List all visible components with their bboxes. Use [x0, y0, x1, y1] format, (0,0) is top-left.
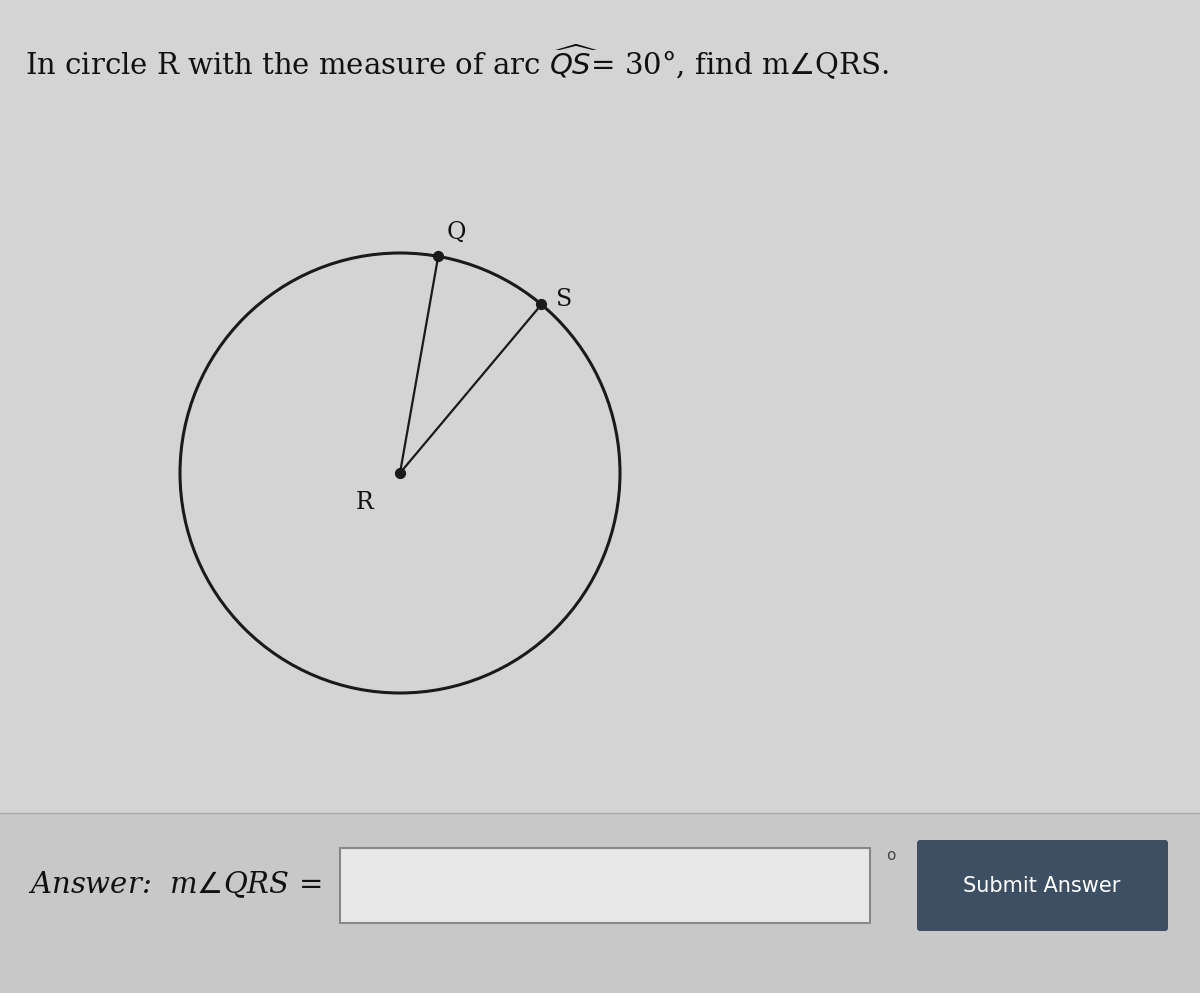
Bar — [0, 0, 1200, 813]
Point — [428, 248, 448, 264]
Point — [532, 297, 551, 313]
Text: In circle R with the measure of arc $\widehat{QS}$= 30°, find m$\angle$QRS.: In circle R with the measure of arc $\wi… — [25, 43, 889, 82]
Bar — [0, 813, 1200, 993]
Text: Submit Answer: Submit Answer — [964, 876, 1121, 896]
Text: Answer:  m$\angle$QRS =: Answer: m$\angle$QRS = — [28, 870, 322, 901]
FancyBboxPatch shape — [917, 840, 1168, 931]
Text: Q: Q — [446, 221, 466, 244]
Text: S: S — [557, 288, 572, 311]
Point — [390, 465, 409, 481]
Bar — [340, 848, 870, 923]
Text: o: o — [886, 848, 895, 863]
Text: R: R — [356, 491, 374, 514]
